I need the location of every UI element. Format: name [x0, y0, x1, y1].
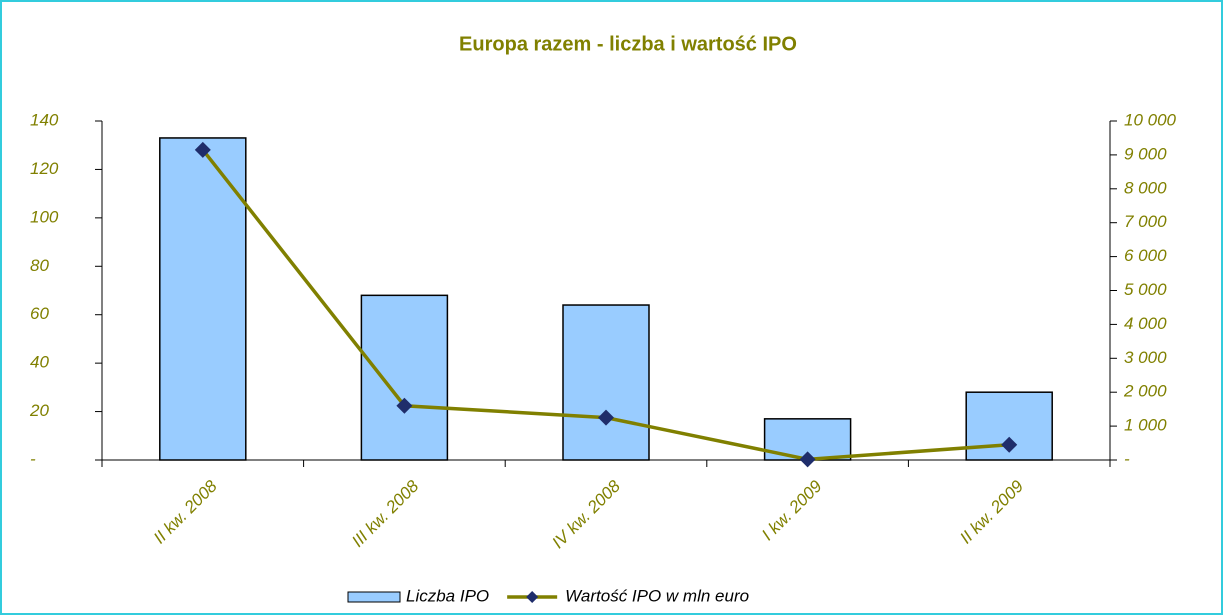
legend-label: Liczba IPO [406, 586, 489, 605]
y2-tick-label: 3 000 [1124, 348, 1167, 367]
bar [360, 294, 449, 461]
y2-tick-label: 2 000 [1123, 382, 1167, 401]
bar [159, 137, 247, 461]
y-tick-label: - [30, 449, 36, 468]
marker [799, 451, 816, 468]
legend-marker [526, 591, 539, 603]
y2-tick-label: 1 000 [1124, 416, 1167, 435]
legend-swatch [347, 591, 401, 603]
y-tick-label: 100 [30, 207, 59, 226]
y2-tick-label: 9 000 [1124, 144, 1167, 163]
y-tick-label: 60 [30, 304, 49, 323]
chart-title: Europa razem - liczba i wartość IPO [459, 33, 797, 55]
y-tick-label: 40 [30, 353, 49, 372]
legend-label: Wartość IPO w mln euro [565, 586, 749, 605]
bar [965, 391, 1053, 461]
y-tick-label: 120 [30, 159, 59, 178]
y2-tick-label: 7 000 [1124, 212, 1167, 231]
marker [1001, 436, 1018, 453]
y2-tick-label: 10 000 [1124, 110, 1177, 129]
y-tick-label: 20 [29, 401, 49, 420]
y2-tick-label: 5 000 [1124, 280, 1167, 299]
y2-tick-label: 4 000 [1124, 314, 1167, 333]
y-tick-label: 140 [30, 110, 59, 129]
marker [194, 141, 211, 158]
y2-tick-label: - [1124, 449, 1130, 468]
marker [598, 409, 614, 426]
y-tick-label: 80 [30, 256, 49, 275]
y2-tick-label: 8 000 [1124, 178, 1167, 197]
y2-tick-label: 6 000 [1124, 246, 1167, 265]
bar [562, 304, 650, 461]
marker [396, 397, 413, 414]
